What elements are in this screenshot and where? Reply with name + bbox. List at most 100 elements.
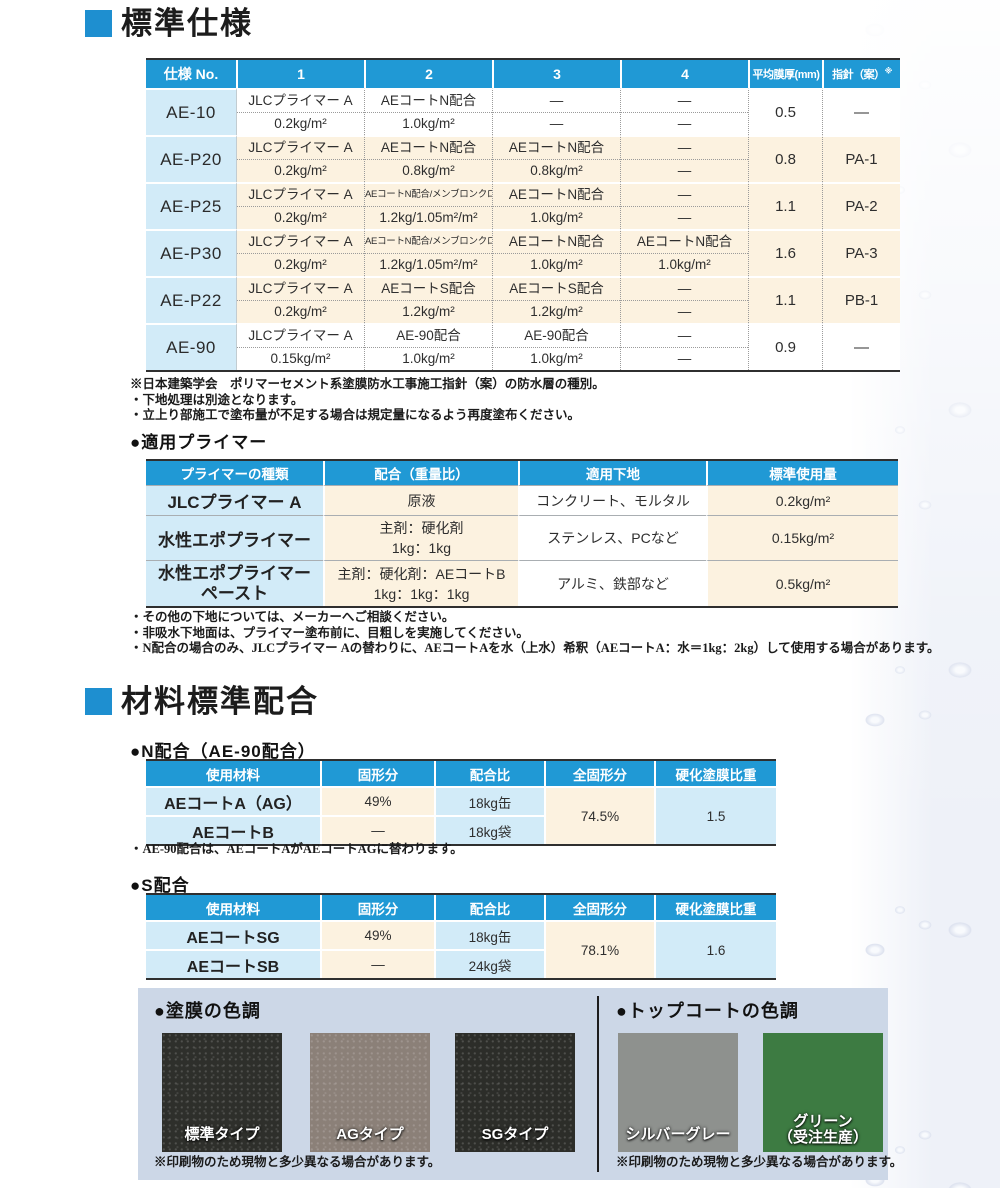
thickness-cell: 1.1 — [748, 182, 822, 229]
col-header-primer-type: プライマーの種類 — [180, 467, 289, 482]
thickness-cell: 1.1 — [748, 276, 822, 323]
primer-header-row: プライマーの種類 配合（重量比） 適用下地 標準使用量 — [146, 461, 898, 485]
material-row: AEコートSB — 24kg袋 — [146, 949, 776, 978]
ratio-cell: 24kg袋 — [434, 949, 544, 978]
primer-substrate-cell: アルミ、鉄部など — [518, 560, 706, 606]
col-header-density: 硬化塗膜比重 — [654, 761, 776, 786]
thickness-cell: 0.8 — [748, 135, 822, 182]
col-header-usage: 標準使用量 — [706, 461, 898, 485]
layer3-cell: — — — [492, 88, 620, 135]
swatch-label: 標準タイプ — [184, 1126, 260, 1143]
material-name-cell: AEコートA（AG） — [146, 786, 320, 815]
col-header-material: 使用材料 — [206, 767, 260, 783]
swatch-label: グリーン （受注生産） — [777, 1113, 868, 1146]
color-tone-panel: ●塗膜の色調 標準タイプ AGタイプ SGタイプ ※印刷物のため現物と多少異なる… — [138, 988, 902, 1180]
layer3-cell: AEコートN配合 0.8kg/m² — [492, 135, 620, 182]
guideline-cell: PA-1 — [822, 135, 900, 182]
solid-cell: — — [320, 949, 434, 978]
layer4-cell: — — — [620, 88, 748, 135]
section-title-materials: 材料標準配合 — [85, 686, 319, 717]
density-cell: 1.5 — [654, 786, 776, 844]
spec-no-cell: AE-P22 — [146, 276, 236, 323]
col-header-total-solid: 全固形分 — [544, 761, 654, 786]
primer-name-cell: 水性エポプライマー ペースト — [146, 560, 323, 606]
note-line: ※日本建築学会 ポリマーセメント系塗膜防水工事施工指針（案）の防水層の種別。 — [130, 377, 605, 391]
swatch-label: シルバーグレー — [625, 1126, 731, 1143]
density-cell: 1.6 — [654, 920, 776, 978]
col-header-1: 1 — [236, 60, 364, 88]
col-header-density: 硬化塗膜比重 — [654, 895, 776, 920]
col-header-4: 4 — [620, 60, 748, 88]
print-disclaimer: ※印刷物のため現物と多少異なる場合があります。 — [616, 1155, 903, 1169]
primer-subtitle: ●適用プライマー — [130, 433, 268, 452]
spec-table: 仕様 No. 1 2 3 4 平均膜厚(mm) 指針（案）※ AE-10 JLC… — [146, 58, 900, 372]
spec-no-cell: AE-90 — [146, 323, 236, 370]
material-name-cell: AEコートSG — [146, 920, 320, 949]
layer3-cell: AEコートN配合 1.0kg/m² — [492, 182, 620, 229]
primer-row: JLCプライマー A 原液 コンクリート、モルタル 0.2kg/m² — [146, 485, 898, 515]
layer4-cell: — — — [620, 276, 748, 323]
primer-mix-cell: 主剤：硬化剤 1kg：1kg — [323, 515, 518, 560]
material-name-cell: AEコートB — [146, 815, 320, 844]
layer2-cell: AEコートN配合 1.0kg/m² — [364, 88, 492, 135]
spec-table-header-row: 仕様 No. 1 2 3 4 平均膜厚(mm) 指針（案）※ — [146, 60, 900, 88]
guideline-cell: PA-2 — [822, 182, 900, 229]
primer-name-cell: 水性エポプライマー — [146, 515, 323, 560]
solid-cell: — — [320, 815, 434, 844]
col-header-substrate: 適用下地 — [518, 461, 706, 485]
col-header-total-solid: 全固形分 — [544, 895, 654, 920]
material-header-row: 使用材料 固形分 配合比 全固形分 硬化塗膜比重 — [146, 761, 776, 786]
primer-substrate-cell: ステンレス、PCなど — [518, 515, 706, 560]
total-solid-cell: 78.1% — [544, 920, 654, 978]
spec-no-cell: AE-10 — [146, 88, 236, 135]
spec-no-cell: AE-P25 — [146, 182, 236, 229]
layer3-cell: AEコートN配合 1.0kg/m² — [492, 229, 620, 276]
col-header-ratio: 配合比 — [434, 895, 544, 920]
col-header-2: 2 — [364, 60, 492, 88]
color-swatch-silver-gray: シルバーグレー — [618, 1033, 738, 1152]
spec-row-aep25: AE-P25 JLCプライマー A 0.2kg/m² AEコートN配合/メンブロン… — [146, 182, 900, 229]
blue-square-icon — [85, 10, 112, 37]
thickness-cell: 1.6 — [748, 229, 822, 276]
ratio-cell: 18kg袋 — [434, 815, 544, 844]
layer2-cell: AEコートN配合/メンブロンクロス 1.2kg/1.05m²/m² — [364, 229, 492, 276]
spec-row-ae90: AE-90 JLCプライマー A 0.15kg/m² AE-90配合 1.0kg/m… — [146, 323, 900, 370]
layer3-cell: AEコートS配合 1.2kg/m² — [492, 276, 620, 323]
note-line: ・非吸水下地面は、プライマー塗布前に、目粗しを実施してください。 — [130, 625, 529, 640]
ratio-cell: 18kg缶 — [434, 786, 544, 815]
thickness-cell: 0.5 — [748, 88, 822, 135]
total-solid-cell: 74.5% — [544, 786, 654, 844]
s-mix-subtitle: ●S配合 — [130, 876, 190, 895]
material-row: AEコートSG 49% 18kg缶 78.1% 1.6 — [146, 920, 776, 978]
spec-no-cell: AE-P30 — [146, 229, 236, 276]
s-mix-table: 使用材料 固形分 配合比 全固形分 硬化塗膜比重 AEコートSG 49% 18k… — [146, 893, 776, 980]
layer1-cell: JLCプライマー A 0.2kg/m² — [236, 88, 364, 135]
blue-square-icon — [85, 688, 112, 715]
primer-mix-cell: 主剤：硬化剤：AEコートB 1kg：1kg：1kg — [323, 560, 518, 606]
col-header-thickness: 平均膜厚(mm) — [748, 60, 822, 88]
layer4-cell: — — — [620, 323, 748, 370]
primer-usage-cell: 0.2kg/m² — [706, 485, 898, 515]
layer4-cell: — — — [620, 182, 748, 229]
guideline-cell: — — [822, 88, 900, 135]
swatch-label: AGタイプ — [336, 1126, 404, 1143]
ratio-cell: 18kg缶 — [434, 920, 544, 949]
col-header-spec-no: 仕様 No. — [163, 66, 219, 82]
n-mix-note: ・AE-90配合は、AEコートAがAEコートAGに替わります。 — [130, 842, 463, 858]
spec-row-aep22: AE-P22 JLCプライマー A 0.2kg/m² AEコートS配合 1.2kg/… — [146, 276, 900, 323]
color-swatch-green: グリーン （受注生産） — [763, 1033, 883, 1152]
col-header-solid: 固形分 — [320, 895, 434, 920]
col-header-3: 3 — [492, 60, 620, 88]
guideline-cell: PA-3 — [822, 229, 900, 276]
material-name-cell: AEコートSB — [146, 949, 320, 978]
primer-mix-cell: 原液 — [323, 485, 518, 515]
layer1-cell: JLCプライマー A 0.2kg/m² — [236, 182, 364, 229]
note-line: ・下地処理は別途となります。 — [130, 392, 304, 407]
layer4-cell: — — — [620, 135, 748, 182]
primer-table: プライマーの種類 配合（重量比） 適用下地 標準使用量 JLCプライマー A 原… — [146, 459, 898, 608]
spec-row-aep30: AE-P30 JLCプライマー A 0.2kg/m² AEコートN配合/メンブロン… — [146, 229, 900, 276]
primer-row: 水性エポプライマー 主剤：硬化剤 1kg：1kg ステンレス、PCなど 0.15k… — [146, 515, 898, 560]
color-swatch-ag: AGタイプ — [310, 1033, 430, 1152]
vertical-divider — [597, 996, 599, 1172]
